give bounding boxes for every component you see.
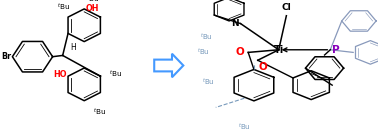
Text: OH: OH [86, 4, 99, 13]
Text: H: H [70, 43, 76, 52]
Text: $^t$Bu: $^t$Bu [86, 0, 99, 4]
Text: Cl: Cl [282, 3, 291, 12]
Text: $^t$Bu: $^t$Bu [57, 1, 70, 12]
Text: O: O [259, 62, 267, 72]
Polygon shape [154, 54, 183, 77]
Text: $^t$Bu: $^t$Bu [197, 46, 209, 57]
Text: HO: HO [53, 70, 67, 79]
Text: Ti: Ti [274, 45, 284, 55]
Text: Br: Br [1, 52, 11, 61]
Text: $^t$Bu: $^t$Bu [238, 121, 251, 131]
Text: $^t$Bu: $^t$Bu [109, 68, 122, 79]
Text: $^t$Bu: $^t$Bu [200, 31, 213, 42]
Text: $^t$Bu: $^t$Bu [93, 106, 106, 117]
Text: P: P [332, 45, 340, 55]
Text: O: O [235, 47, 245, 57]
Text: $^t$Bu: $^t$Bu [202, 76, 215, 87]
Text: N: N [231, 19, 239, 28]
